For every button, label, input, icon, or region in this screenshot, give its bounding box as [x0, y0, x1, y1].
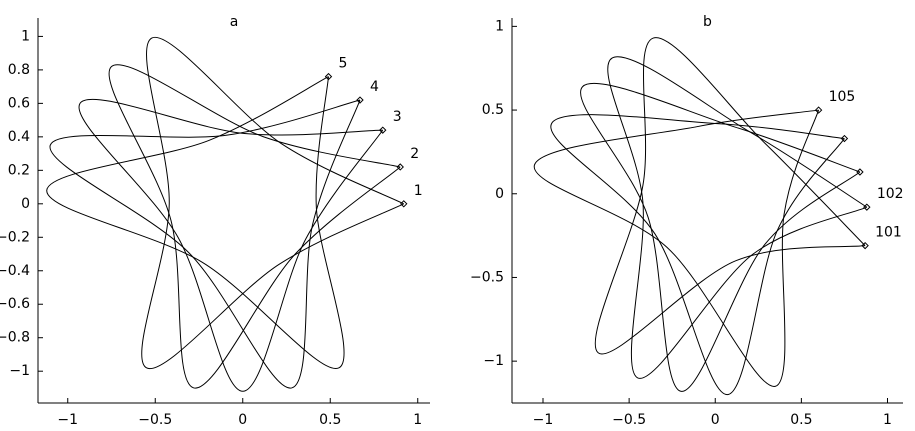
- y-tick-label: 0.4: [8, 129, 30, 145]
- trajectory: [550, 114, 845, 396]
- trajectory: [46, 76, 345, 369]
- trajectory: [594, 37, 866, 355]
- start-marker: [863, 203, 871, 211]
- start-marker: [379, 126, 387, 134]
- y-tick-label: −0.6: [0, 296, 30, 312]
- start-marker: [856, 168, 864, 176]
- trajectory: [533, 109, 820, 387]
- point-label: 5: [339, 56, 348, 72]
- point-label: 1: [414, 183, 423, 199]
- y-tick-label: 0.8: [8, 62, 30, 78]
- y-tick-label: 1: [495, 18, 504, 34]
- y-tick-label: −0.8: [0, 330, 30, 346]
- start-marker: [814, 106, 823, 114]
- point-label: 3: [393, 109, 402, 125]
- point-label: 4: [370, 79, 379, 95]
- point-label: 2: [410, 146, 419, 162]
- x-tick-label: −0.5: [138, 412, 172, 428]
- start-marker: [861, 241, 869, 250]
- chart-title: a: [230, 14, 239, 30]
- start-marker: [356, 96, 364, 104]
- y-tick-label: 1: [21, 28, 30, 44]
- x-tick-label: −1: [533, 412, 554, 428]
- start-marker: [400, 200, 408, 208]
- trajectory: [49, 99, 361, 389]
- x-tick-label: −0.5: [612, 412, 646, 428]
- x-tick-label: 1: [883, 412, 892, 428]
- point-label: 102: [877, 186, 904, 202]
- y-tick-label: 0.2: [8, 162, 30, 178]
- trajectory: [141, 36, 404, 370]
- x-tick-label: 0.5: [790, 412, 812, 428]
- start-marker: [840, 134, 849, 143]
- y-tick-label: −0.2: [0, 229, 30, 245]
- trajectory: [580, 82, 861, 392]
- start-marker: [324, 72, 333, 81]
- point-label: 105: [829, 89, 856, 105]
- x-tick-label: 0: [711, 412, 720, 428]
- start-marker: [396, 163, 404, 171]
- y-tick-label: 0: [21, 196, 30, 212]
- y-tick-label: −1: [9, 363, 30, 379]
- y-tick-label: −0.4: [0, 263, 30, 279]
- chart-title: b: [703, 14, 712, 30]
- x-tick-label: 0.5: [319, 412, 341, 428]
- y-tick-label: −1: [483, 353, 504, 369]
- x-tick-label: 1: [413, 412, 422, 428]
- x-tick-label: −1: [57, 412, 78, 428]
- y-tick-label: 0.5: [482, 102, 504, 118]
- y-tick-label: −0.5: [470, 269, 504, 285]
- y-tick-label: 0: [495, 186, 504, 202]
- point-label: 101: [875, 225, 902, 241]
- y-tick-label: 0.6: [8, 95, 30, 111]
- x-tick-label: 0: [238, 412, 247, 428]
- trajectory: [108, 64, 401, 389]
- trajectory: [78, 98, 384, 392]
